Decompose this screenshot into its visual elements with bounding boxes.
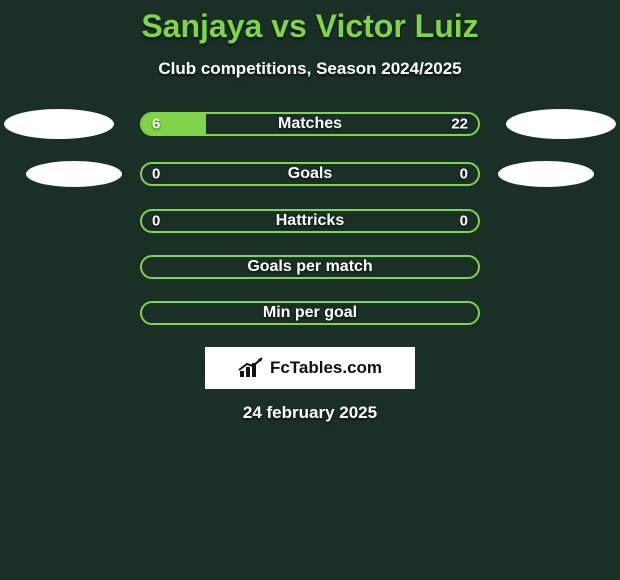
source-badge-text: FcTables.com	[270, 358, 382, 378]
stat-label: Min per goal	[142, 304, 478, 322]
stat-bar-hattricks: 0 Hattricks 0	[140, 209, 480, 233]
page-subtitle: Club competitions, Season 2024/2025	[0, 59, 620, 79]
source-badge: FcTables.com	[205, 347, 415, 389]
stat-bar-min-per-goal: Min per goal	[140, 301, 480, 325]
stat-row: Goals per match	[0, 255, 620, 279]
stat-label: Hattricks	[142, 212, 478, 230]
stat-row: 0 Goals 0	[0, 161, 620, 187]
stat-bar-goals-per-match: Goals per match	[140, 255, 480, 279]
stats-list: 6 Matches 22 0 Goals 0 0 Hattricks 0	[0, 109, 620, 325]
oval-placeholder	[4, 109, 114, 139]
stat-row: 0 Hattricks 0	[0, 209, 620, 233]
oval-placeholder	[506, 109, 616, 139]
stat-label: Goals	[142, 165, 478, 183]
oval-placeholder	[498, 161, 594, 187]
stat-row: Min per goal	[0, 301, 620, 325]
snapshot-date: 24 february 2025	[0, 403, 620, 423]
oval-placeholder	[26, 161, 122, 187]
player-badge-left	[4, 109, 124, 139]
bars-up-icon	[238, 357, 264, 379]
stat-row: 6 Matches 22	[0, 109, 620, 139]
stat-bar-goals: 0 Goals 0	[140, 162, 480, 186]
stat-bar-matches: 6 Matches 22	[140, 112, 480, 136]
stat-label: Goals per match	[142, 258, 478, 276]
player-badge-right	[496, 109, 616, 139]
player-badge-right	[496, 161, 616, 187]
container: Sanjaya vs Victor Luiz Club competitions…	[0, 0, 620, 423]
page-title: Sanjaya vs Victor Luiz	[0, 8, 620, 45]
stat-label: Matches	[142, 115, 478, 133]
player-badge-left	[4, 161, 124, 187]
